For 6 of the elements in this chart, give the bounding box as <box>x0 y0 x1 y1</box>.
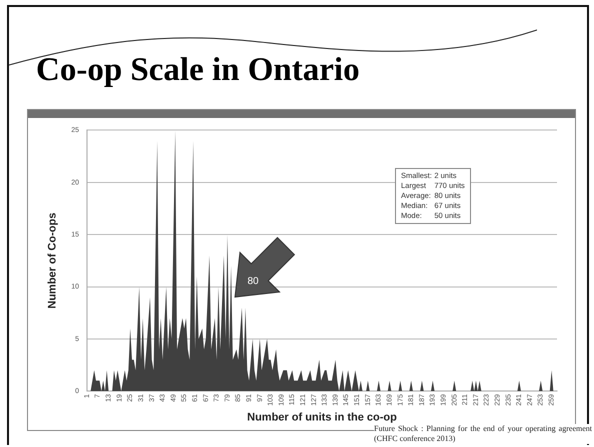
chart-title: Co-op Scale in Ontario <box>36 52 360 89</box>
x-axis-title: Number of units in the co-op <box>247 411 398 424</box>
text: Future Shock : Planning for the end of your operating agreement (CHFC conference 2013) <box>374 424 592 444</box>
annotation: 80 <box>247 276 259 288</box>
arrow-icon: 80 <box>234 237 295 298</box>
y-axis-title: Number of Co-ops <box>46 212 59 309</box>
